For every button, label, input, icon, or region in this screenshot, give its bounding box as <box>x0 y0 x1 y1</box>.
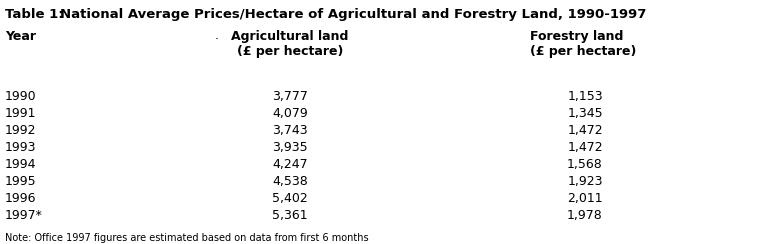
Text: 3,777: 3,777 <box>272 90 308 103</box>
Text: 1,472: 1,472 <box>567 141 603 154</box>
Text: 2,011: 2,011 <box>567 192 603 205</box>
Text: 3,935: 3,935 <box>272 141 308 154</box>
Text: Note: Office 1997 figures are estimated based on data from first 6 months: Note: Office 1997 figures are estimated … <box>5 233 368 243</box>
Text: ·: · <box>215 33 219 46</box>
Text: 4,079: 4,079 <box>272 107 308 120</box>
Text: 1,923: 1,923 <box>567 175 603 188</box>
Text: 1,472: 1,472 <box>567 124 603 137</box>
Text: 1996: 1996 <box>5 192 36 205</box>
Text: 1995: 1995 <box>5 175 36 188</box>
Text: 5,402: 5,402 <box>272 192 308 205</box>
Text: 4,247: 4,247 <box>272 158 308 171</box>
Text: 1994: 1994 <box>5 158 36 171</box>
Text: Table 1:: Table 1: <box>5 8 64 21</box>
Text: Forestry land
(£ per hectare): Forestry land (£ per hectare) <box>530 30 637 58</box>
Text: 3,743: 3,743 <box>272 124 308 137</box>
Text: 1993: 1993 <box>5 141 36 154</box>
Text: 1997*: 1997* <box>5 209 43 222</box>
Text: 1,978: 1,978 <box>567 209 603 222</box>
Text: 1992: 1992 <box>5 124 36 137</box>
Text: 1,345: 1,345 <box>567 107 603 120</box>
Text: 4,538: 4,538 <box>272 175 308 188</box>
Text: 1,568: 1,568 <box>567 158 603 171</box>
Text: 1990: 1990 <box>5 90 36 103</box>
Text: 1,153: 1,153 <box>567 90 603 103</box>
Text: 1991: 1991 <box>5 107 36 120</box>
Text: 5,361: 5,361 <box>272 209 308 222</box>
Text: Agricultural land
(£ per hectare): Agricultural land (£ per hectare) <box>231 30 349 58</box>
Text: Year: Year <box>5 30 36 43</box>
Text: National Average Prices/Hectare of Agricultural and Forestry Land, 1990-1997: National Average Prices/Hectare of Agric… <box>60 8 647 21</box>
